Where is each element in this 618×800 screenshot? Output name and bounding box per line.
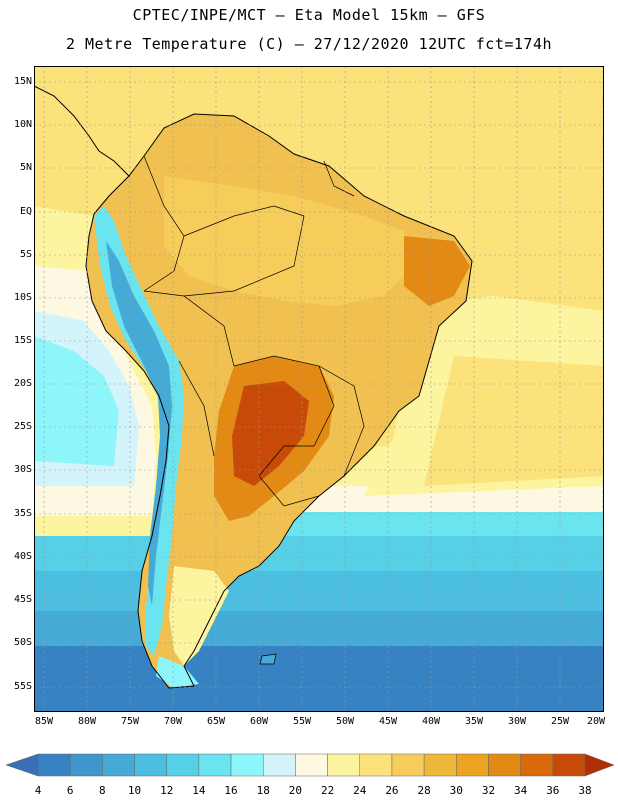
colorbar-cell — [423, 753, 457, 777]
colorbar-label: 22 — [320, 784, 335, 797]
lon-label: 80W — [77, 716, 97, 727]
colorbar-cell — [520, 753, 554, 777]
lon-label: 35W — [464, 716, 484, 727]
lat-label: 30S — [13, 464, 32, 475]
lat-label: 55S — [13, 681, 32, 692]
lon-label: 45W — [378, 716, 398, 727]
colorbar-cell — [359, 753, 393, 777]
colorbar-cell — [391, 753, 425, 777]
colorbar-cell — [102, 753, 135, 777]
lat-label: 25S — [13, 421, 32, 432]
colorbar-cell — [166, 753, 200, 777]
lon-label: 30W — [507, 716, 527, 727]
colorbar-label: 36 — [546, 784, 560, 797]
andes-cold — [94, 206, 184, 656]
lat-label: EQ — [19, 206, 32, 217]
lat-label: 5N — [19, 162, 32, 173]
ne-brazil-warm — [404, 236, 470, 306]
colorbar-label: 28 — [417, 784, 431, 797]
colorbar — [5, 753, 615, 777]
ocean-band-14 — [34, 536, 604, 576]
map-gridlines — [34, 66, 604, 712]
lon-label: 50W — [335, 716, 355, 727]
colorbar-label: 12 — [160, 784, 174, 797]
temperature-map — [34, 66, 604, 712]
atlantic-band-26 — [424, 356, 604, 486]
central-america-coast — [34, 85, 130, 177]
colorbar-cell — [230, 753, 264, 777]
colorbar-label: 30 — [449, 784, 463, 797]
lon-label: 40W — [421, 716, 441, 727]
colorbar-cell — [69, 753, 103, 777]
colorbar-cell — [584, 753, 615, 777]
colorbar-cell — [295, 753, 328, 777]
ocean-band-10 — [34, 611, 604, 651]
lat-label: 40S — [13, 551, 32, 562]
pacific-band-16 — [34, 336, 119, 466]
andes-colder — [106, 241, 172, 606]
colorbar-cell — [37, 753, 71, 777]
colorbar-label: 24 — [353, 784, 367, 797]
falkland-islands — [259, 653, 277, 665]
lat-label: 15N — [13, 76, 32, 87]
colorbar-label: 6 — [66, 784, 74, 797]
colorbar-cell — [198, 753, 232, 777]
lon-label: 75W — [120, 716, 140, 727]
lon-label: 20W — [586, 716, 606, 727]
lat-label: 10N — [13, 119, 32, 130]
colorbar-label: 8 — [99, 784, 106, 797]
hot-core-38 — [232, 381, 309, 486]
colorbar-label: 32 — [481, 784, 496, 797]
map-frame — [34, 66, 604, 712]
patagonia-mild — [169, 566, 229, 666]
map-subtitle: 2 Metre Temperature (C) – 27/12/2020 12U… — [65, 35, 553, 53]
colorbar-cell — [262, 753, 296, 777]
lon-label: 55W — [292, 716, 312, 727]
colorbar-label: 14 — [192, 784, 206, 797]
colorbar-cell — [5, 753, 39, 777]
colorbar-cell — [327, 753, 361, 777]
colorbar-label: 4 — [34, 784, 42, 797]
ocean-band-6 — [34, 646, 604, 712]
colorbar-cell — [552, 753, 586, 777]
colorbar-label: 18 — [256, 784, 270, 797]
lon-label: 25W — [550, 716, 570, 727]
country-borders — [143, 155, 365, 507]
lon-label: 70W — [163, 716, 183, 727]
lat-label: 20S — [13, 378, 32, 389]
lat-label: 10S — [13, 292, 32, 303]
lat-label: 35S — [13, 508, 32, 519]
lon-label: 85W — [34, 716, 54, 727]
colorbar-label: 10 — [127, 784, 142, 797]
lat-label: 5S — [19, 249, 32, 260]
amazon-region — [164, 176, 414, 306]
colorbar-label: 16 — [224, 784, 238, 797]
tierra-del-fuego — [156, 656, 199, 688]
lat-label: 15S — [13, 335, 32, 346]
colorbar-cell — [488, 753, 521, 777]
colorbar-label: 38 — [578, 784, 592, 797]
map-title: CPTEC/INPE/MCT – Eta Model 15km – GFS — [132, 6, 486, 24]
colorbar-label: 26 — [385, 784, 399, 797]
lat-label: 50S — [13, 637, 32, 648]
colorbar-label: 34 — [514, 784, 528, 797]
colorbar-cell — [134, 753, 167, 777]
ocean-band-12 — [34, 571, 604, 616]
colorbar-cell — [456, 753, 489, 777]
lon-label: 60W — [249, 716, 269, 727]
lon-label: 65W — [206, 716, 226, 727]
colorbar-label: 20 — [288, 784, 303, 797]
lat-label: 45S — [13, 594, 32, 605]
